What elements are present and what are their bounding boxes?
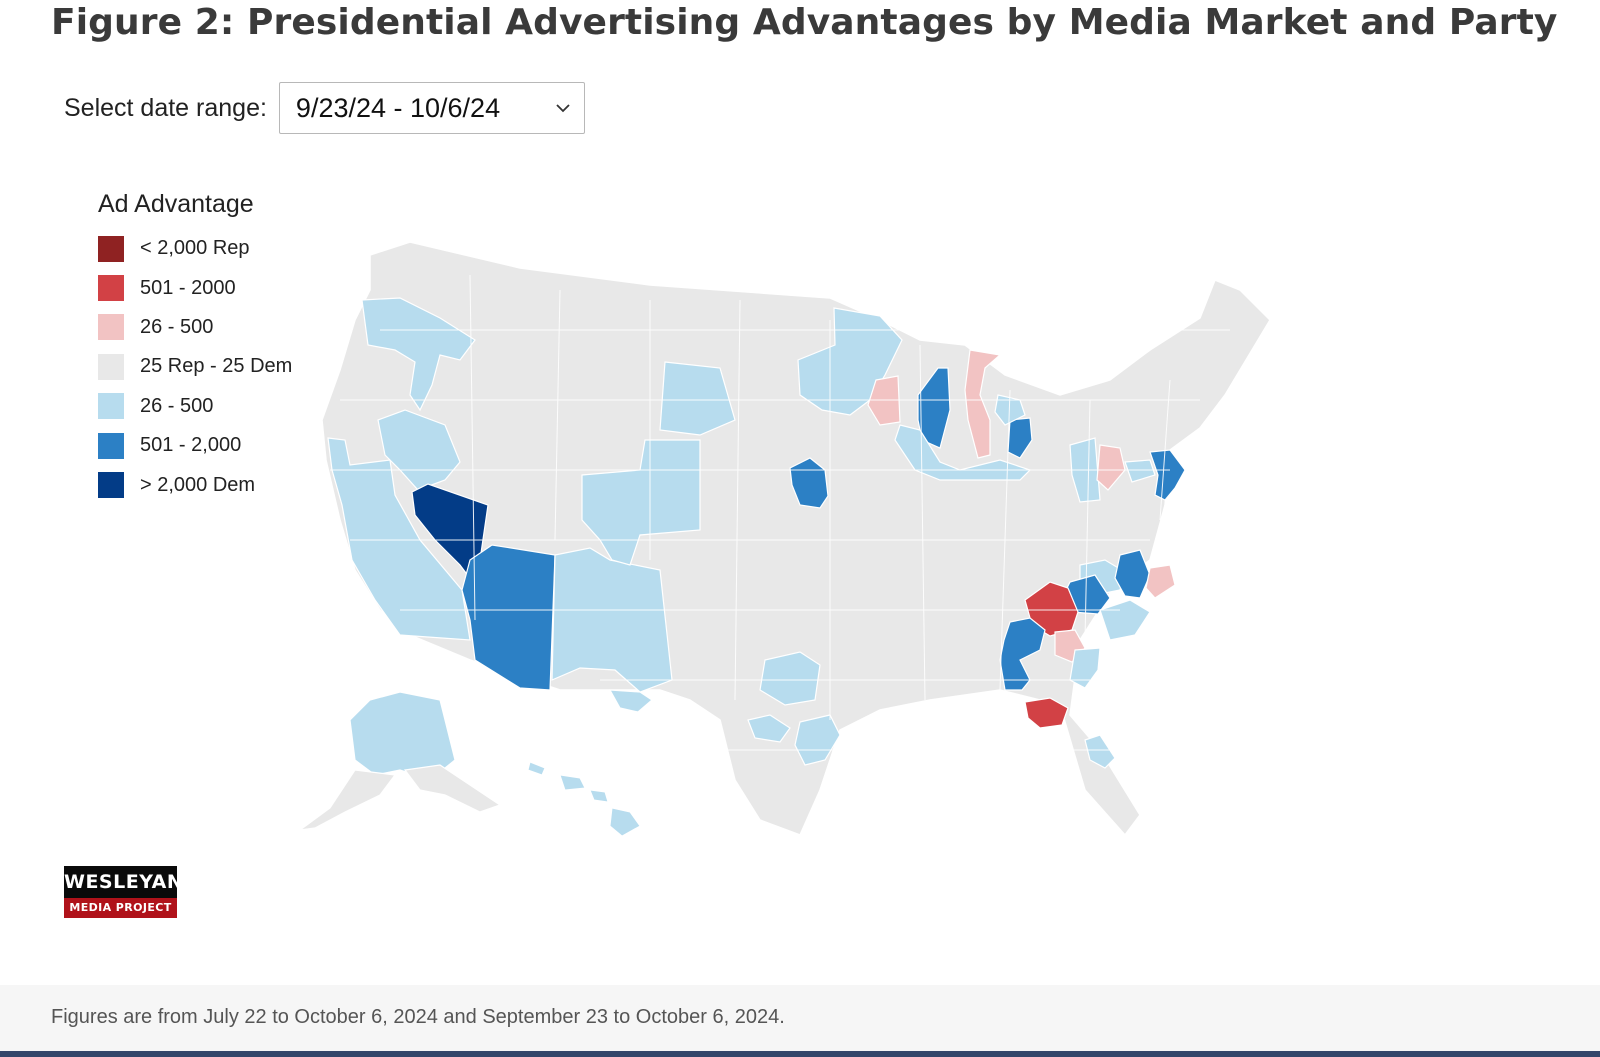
footer-note: Figures are from July 22 to October 6, 2…	[51, 1006, 785, 1028]
date-range-value: 9/23/24 - 10/6/24	[295, 92, 501, 123]
legend-label: > 2,000 Dem	[140, 473, 256, 496]
wesleyan-logo: WESLEYAN MEDIA PROJECT	[64, 866, 183, 918]
colorado-market	[581, 439, 701, 566]
illinois-indiana-market	[894, 424, 1032, 481]
carolinas-coast-market	[1099, 599, 1151, 641]
figure-title: Figure 2: Presidential Advertising Advan…	[51, 2, 1558, 43]
alaska-panhandle	[403, 764, 502, 813]
legend-item: 26 - 500	[98, 308, 292, 347]
hawaii-islands	[527, 761, 641, 837]
eastern-wisconsin-market	[917, 367, 951, 449]
california-west-market	[327, 437, 471, 641]
logo-wordmark: WESLEYAN	[64, 866, 183, 898]
market-boundaries	[330, 274, 1230, 751]
legend-item: 25 Rep - 25 Dem	[98, 347, 292, 386]
houston-market	[794, 714, 841, 766]
raleigh-market	[1114, 549, 1151, 599]
legend-swatch	[98, 393, 124, 420]
bottom-bar	[0, 1051, 1600, 1057]
legend-item: 501 - 2,000	[98, 426, 292, 465]
el-paso-market	[608, 689, 653, 713]
legend-label: < 2,000 Rep	[140, 237, 250, 260]
dallas-market	[759, 651, 821, 706]
michigan-north-market	[994, 394, 1026, 426]
legend-item: 26 - 500	[98, 387, 292, 426]
legend-label: 501 - 2,000	[140, 434, 242, 457]
legend-swatch	[98, 432, 124, 459]
footer-band	[0, 985, 1600, 1057]
western-michigan-market	[964, 349, 1002, 459]
date-range-control: Select date range: 9/23/24 - 10/6/24	[64, 82, 585, 134]
legend-item: > 2,000 Dem	[98, 465, 292, 504]
legend: Ad Advantage < 2,000 Rep 501 - 2000 26 -…	[98, 190, 292, 505]
legend-swatch	[98, 235, 124, 262]
legend-swatch	[98, 472, 124, 499]
legend-swatch	[98, 353, 124, 380]
arizona-market	[461, 544, 556, 691]
legend-swatch	[98, 275, 124, 302]
legend-label: 26 - 500	[140, 394, 214, 417]
alaska-south	[299, 769, 397, 831]
montana-market	[659, 361, 736, 436]
eastern-nc-market	[1145, 564, 1176, 599]
legend-label: 26 - 500	[140, 315, 214, 338]
legend-label: 25 Rep - 25 Dem	[140, 355, 293, 378]
legend-item: < 2,000 Rep	[98, 229, 292, 268]
pennsylvania-east-market	[1124, 459, 1156, 483]
florida-panhandle-market	[1024, 697, 1069, 729]
legend-item: 501 - 2000	[98, 268, 292, 307]
chevron-down-icon	[556, 104, 570, 113]
philadelphia-market	[1149, 449, 1186, 501]
logo-subtitle: MEDIA PROJECT	[64, 898, 177, 918]
oregon-washington-market	[361, 297, 476, 412]
new-mexico-market	[551, 547, 673, 693]
legend-label: 501 - 2000	[140, 276, 236, 299]
pennsylvania-central-market	[1096, 444, 1126, 491]
legend-swatch	[98, 314, 124, 341]
date-range-select[interactable]: 9/23/24 - 10/6/24	[278, 82, 585, 134]
legend-title: Ad Advantage	[98, 190, 254, 218]
austin-market	[747, 714, 791, 743]
georgia-market	[1069, 647, 1101, 689]
date-range-label: Select date range:	[64, 93, 267, 122]
florida-central-market	[1084, 734, 1116, 769]
